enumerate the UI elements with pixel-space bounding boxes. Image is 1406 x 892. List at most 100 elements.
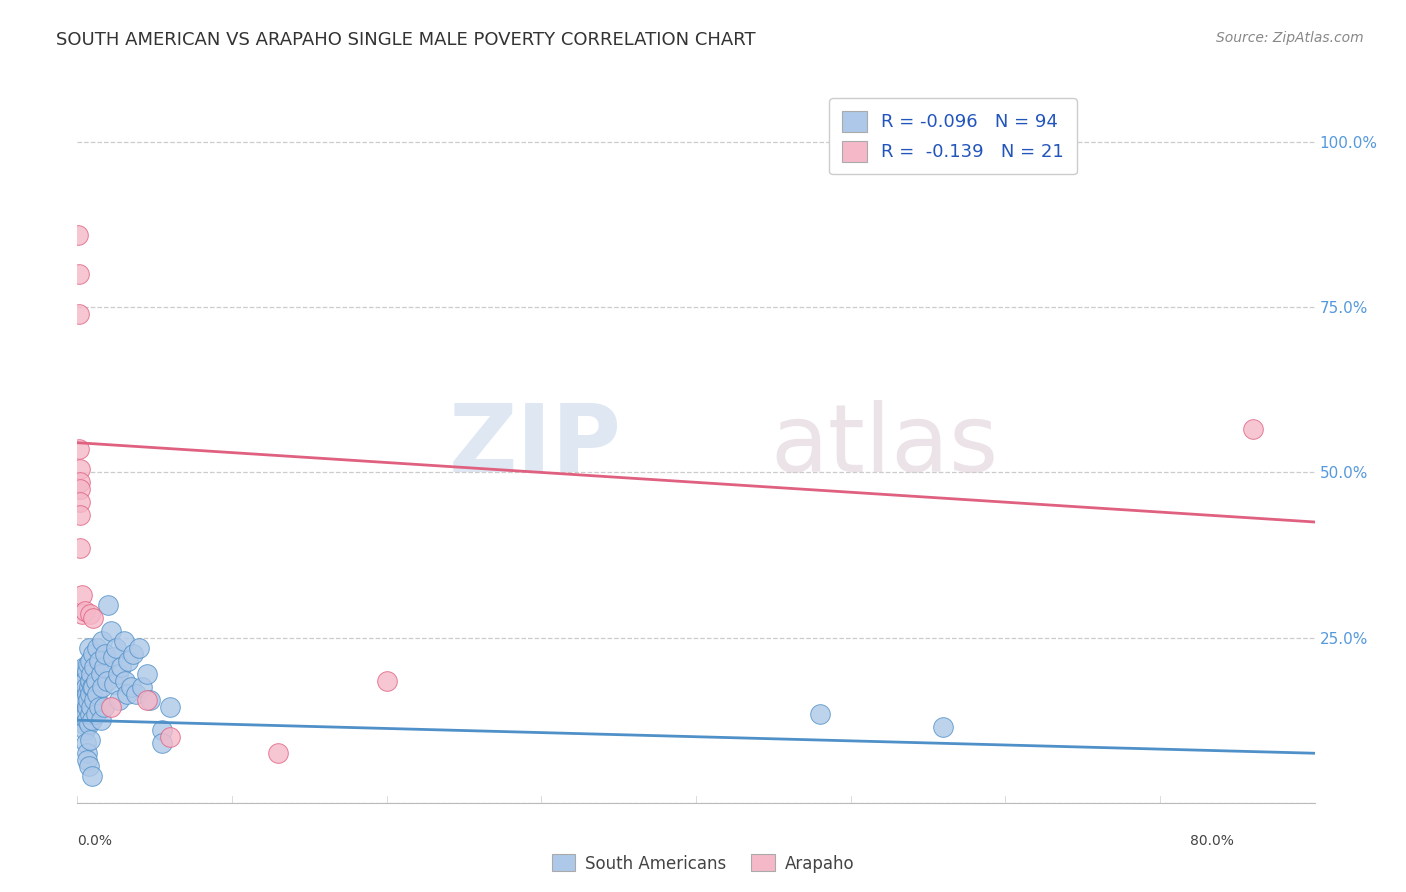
- Point: [77, 640, 100, 655]
- Point: [72, 713, 94, 727]
- Text: ZIP: ZIP: [449, 400, 621, 492]
- Point: [72, 670, 94, 684]
- Point: [100, 700, 122, 714]
- Point: [67, 680, 90, 694]
- Point: [91, 634, 114, 648]
- Point: [112, 634, 135, 648]
- Point: [69, 693, 91, 707]
- Point: [83, 660, 105, 674]
- Point: [159, 700, 181, 714]
- Point: [80, 680, 103, 694]
- Point: [69, 495, 91, 509]
- Point: [67, 267, 90, 281]
- Point: [75, 693, 96, 707]
- Point: [121, 680, 143, 694]
- Point: [87, 700, 110, 714]
- Point: [75, 673, 96, 688]
- Point: [80, 713, 103, 727]
- Point: [86, 640, 108, 655]
- Point: [76, 746, 98, 760]
- Point: [72, 680, 94, 694]
- Point: [77, 693, 100, 707]
- Point: [73, 660, 96, 674]
- Point: [97, 598, 120, 612]
- Point: [82, 680, 104, 694]
- Point: [77, 759, 100, 773]
- Point: [69, 700, 91, 714]
- Point: [70, 710, 93, 724]
- Point: [70, 683, 93, 698]
- Point: [69, 462, 91, 476]
- Point: [105, 640, 128, 655]
- Point: [67, 700, 90, 714]
- Point: [75, 723, 96, 738]
- Point: [83, 693, 105, 707]
- Point: [96, 673, 118, 688]
- Point: [80, 700, 103, 714]
- Point: [69, 541, 91, 556]
- Point: [73, 716, 96, 731]
- Point: [136, 667, 159, 681]
- Point: [77, 716, 100, 731]
- Point: [82, 611, 104, 625]
- Point: [75, 706, 97, 721]
- Point: [69, 687, 91, 701]
- Point: [125, 687, 148, 701]
- Point: [69, 508, 91, 523]
- Point: [117, 654, 139, 668]
- Point: [108, 693, 131, 707]
- Point: [94, 647, 117, 661]
- Point: [67, 307, 90, 321]
- Point: [114, 673, 136, 688]
- Point: [80, 667, 103, 681]
- Point: [122, 647, 145, 661]
- Point: [152, 736, 174, 750]
- Point: [69, 475, 91, 490]
- Point: [72, 697, 94, 711]
- Point: [267, 746, 290, 760]
- Point: [79, 687, 101, 701]
- Point: [76, 664, 98, 678]
- Point: [72, 706, 94, 721]
- Point: [110, 660, 132, 674]
- Point: [67, 227, 90, 242]
- Point: [76, 687, 98, 701]
- Point: [84, 673, 107, 688]
- Point: [82, 647, 104, 661]
- Point: [84, 706, 107, 721]
- Point: [91, 680, 114, 694]
- Point: [77, 657, 100, 671]
- Point: [79, 733, 101, 747]
- Point: [67, 690, 90, 704]
- Point: [73, 683, 96, 698]
- Point: [115, 687, 138, 701]
- Point: [87, 654, 110, 668]
- Point: [136, 693, 159, 707]
- Point: [72, 690, 94, 704]
- Point: [103, 677, 125, 691]
- Point: [75, 604, 96, 618]
- Point: [90, 667, 112, 681]
- Text: 80.0%: 80.0%: [1191, 834, 1234, 848]
- Legend: South Americans, Arapaho: South Americans, Arapaho: [546, 847, 860, 880]
- Point: [808, 706, 831, 721]
- Point: [93, 660, 115, 674]
- Point: [128, 640, 150, 655]
- Point: [70, 706, 93, 721]
- Point: [93, 700, 115, 714]
- Point: [70, 607, 93, 622]
- Point: [101, 650, 124, 665]
- Point: [70, 693, 93, 707]
- Point: [70, 588, 93, 602]
- Point: [79, 673, 101, 688]
- Point: [1241, 422, 1264, 436]
- Point: [139, 693, 162, 707]
- Point: [69, 670, 91, 684]
- Text: Source: ZipAtlas.com: Source: ZipAtlas.com: [1216, 31, 1364, 45]
- Point: [86, 687, 108, 701]
- Point: [80, 769, 103, 783]
- Point: [79, 607, 101, 622]
- Point: [375, 673, 398, 688]
- Point: [76, 700, 98, 714]
- Point: [152, 723, 174, 738]
